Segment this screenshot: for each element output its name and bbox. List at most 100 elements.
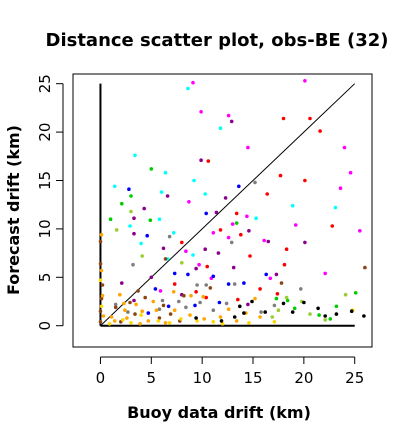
data-point (262, 238, 267, 243)
data-point (363, 265, 367, 270)
reference-line-0 (100, 83, 356, 327)
x-tick-label: 0 (96, 369, 106, 387)
data-point (191, 253, 195, 257)
x-axis: 0 5 10 15 20 25 (96, 356, 364, 387)
data-point (317, 313, 321, 317)
data-point (182, 293, 186, 298)
data-point (203, 247, 207, 251)
data-point (281, 301, 286, 306)
data-point (338, 186, 343, 190)
data-point (272, 320, 277, 324)
data-point (129, 209, 133, 214)
data-point (98, 309, 103, 314)
data-point (187, 200, 191, 204)
data-point (259, 310, 263, 314)
data-point (163, 321, 168, 325)
data-point (237, 184, 241, 189)
data-point (129, 321, 133, 325)
data-point (143, 295, 147, 300)
data-point (334, 312, 339, 316)
data-point (278, 173, 283, 178)
data-point (108, 217, 113, 221)
data-point (134, 302, 138, 307)
data-point (323, 318, 328, 322)
data-point (139, 241, 143, 246)
data-point (100, 283, 105, 287)
data-point (136, 289, 140, 293)
data-point (153, 287, 158, 291)
data-point (172, 282, 177, 286)
data-point (171, 290, 176, 294)
data-point (199, 110, 203, 114)
data-point (323, 314, 328, 318)
data-point (113, 302, 118, 307)
data-point (188, 313, 192, 317)
data-point (211, 274, 216, 279)
data-point (349, 309, 354, 314)
data-point (99, 232, 104, 237)
data-point (247, 229, 251, 233)
data-point (186, 86, 190, 91)
data-point (167, 234, 172, 239)
data-point (253, 180, 257, 185)
data-point (308, 312, 312, 316)
data-point (99, 268, 104, 273)
plot-box (72, 73, 373, 348)
data-point (120, 201, 124, 206)
data-point (172, 271, 177, 276)
data-point (234, 211, 239, 216)
data-point (171, 231, 176, 235)
data-point (303, 240, 307, 245)
data-point (184, 249, 188, 253)
data-point (98, 320, 103, 324)
data-point (131, 262, 135, 267)
y-tick-label: 5 (36, 273, 54, 283)
data-point (168, 312, 173, 316)
data-point (139, 313, 143, 317)
data-point (166, 304, 171, 309)
data-point (274, 296, 279, 301)
data-point (205, 264, 209, 269)
data-point (179, 317, 183, 321)
data-point (109, 315, 114, 319)
data-point (216, 251, 221, 255)
data-point (132, 216, 136, 220)
data-point (140, 254, 144, 258)
data-point (146, 319, 151, 323)
data-point (323, 271, 328, 276)
data-point (236, 297, 240, 302)
data-point (157, 217, 162, 221)
data-point (214, 210, 219, 215)
data-point (229, 240, 234, 245)
data-point (126, 310, 130, 314)
data-point (113, 305, 118, 310)
data-point (293, 223, 298, 227)
x-tick-label: 25 (345, 369, 364, 387)
data-point (186, 272, 190, 277)
data-point (246, 145, 250, 150)
data-point (276, 308, 281, 313)
data-point (148, 218, 153, 222)
data-point (101, 314, 106, 318)
data-point (362, 314, 366, 318)
data-point (218, 315, 223, 319)
data-point (328, 317, 333, 321)
data-point (284, 295, 289, 300)
data-point (229, 119, 234, 124)
data-point (112, 319, 117, 323)
data-point (157, 307, 162, 312)
chart-title: Distance scatter plot, obs-BE (32) (46, 30, 389, 51)
data-point (342, 145, 347, 150)
data-point (201, 294, 205, 299)
data-point (177, 299, 181, 304)
data-point (128, 300, 132, 305)
data-point (220, 322, 225, 326)
data-point (154, 308, 159, 313)
data-point (232, 315, 237, 319)
data-point (226, 235, 231, 240)
data-point (163, 257, 168, 261)
data-point (211, 308, 216, 313)
data-point (258, 287, 262, 291)
data-point (149, 167, 154, 171)
y-axis: 0 5 10 15 20 25 (36, 74, 64, 330)
